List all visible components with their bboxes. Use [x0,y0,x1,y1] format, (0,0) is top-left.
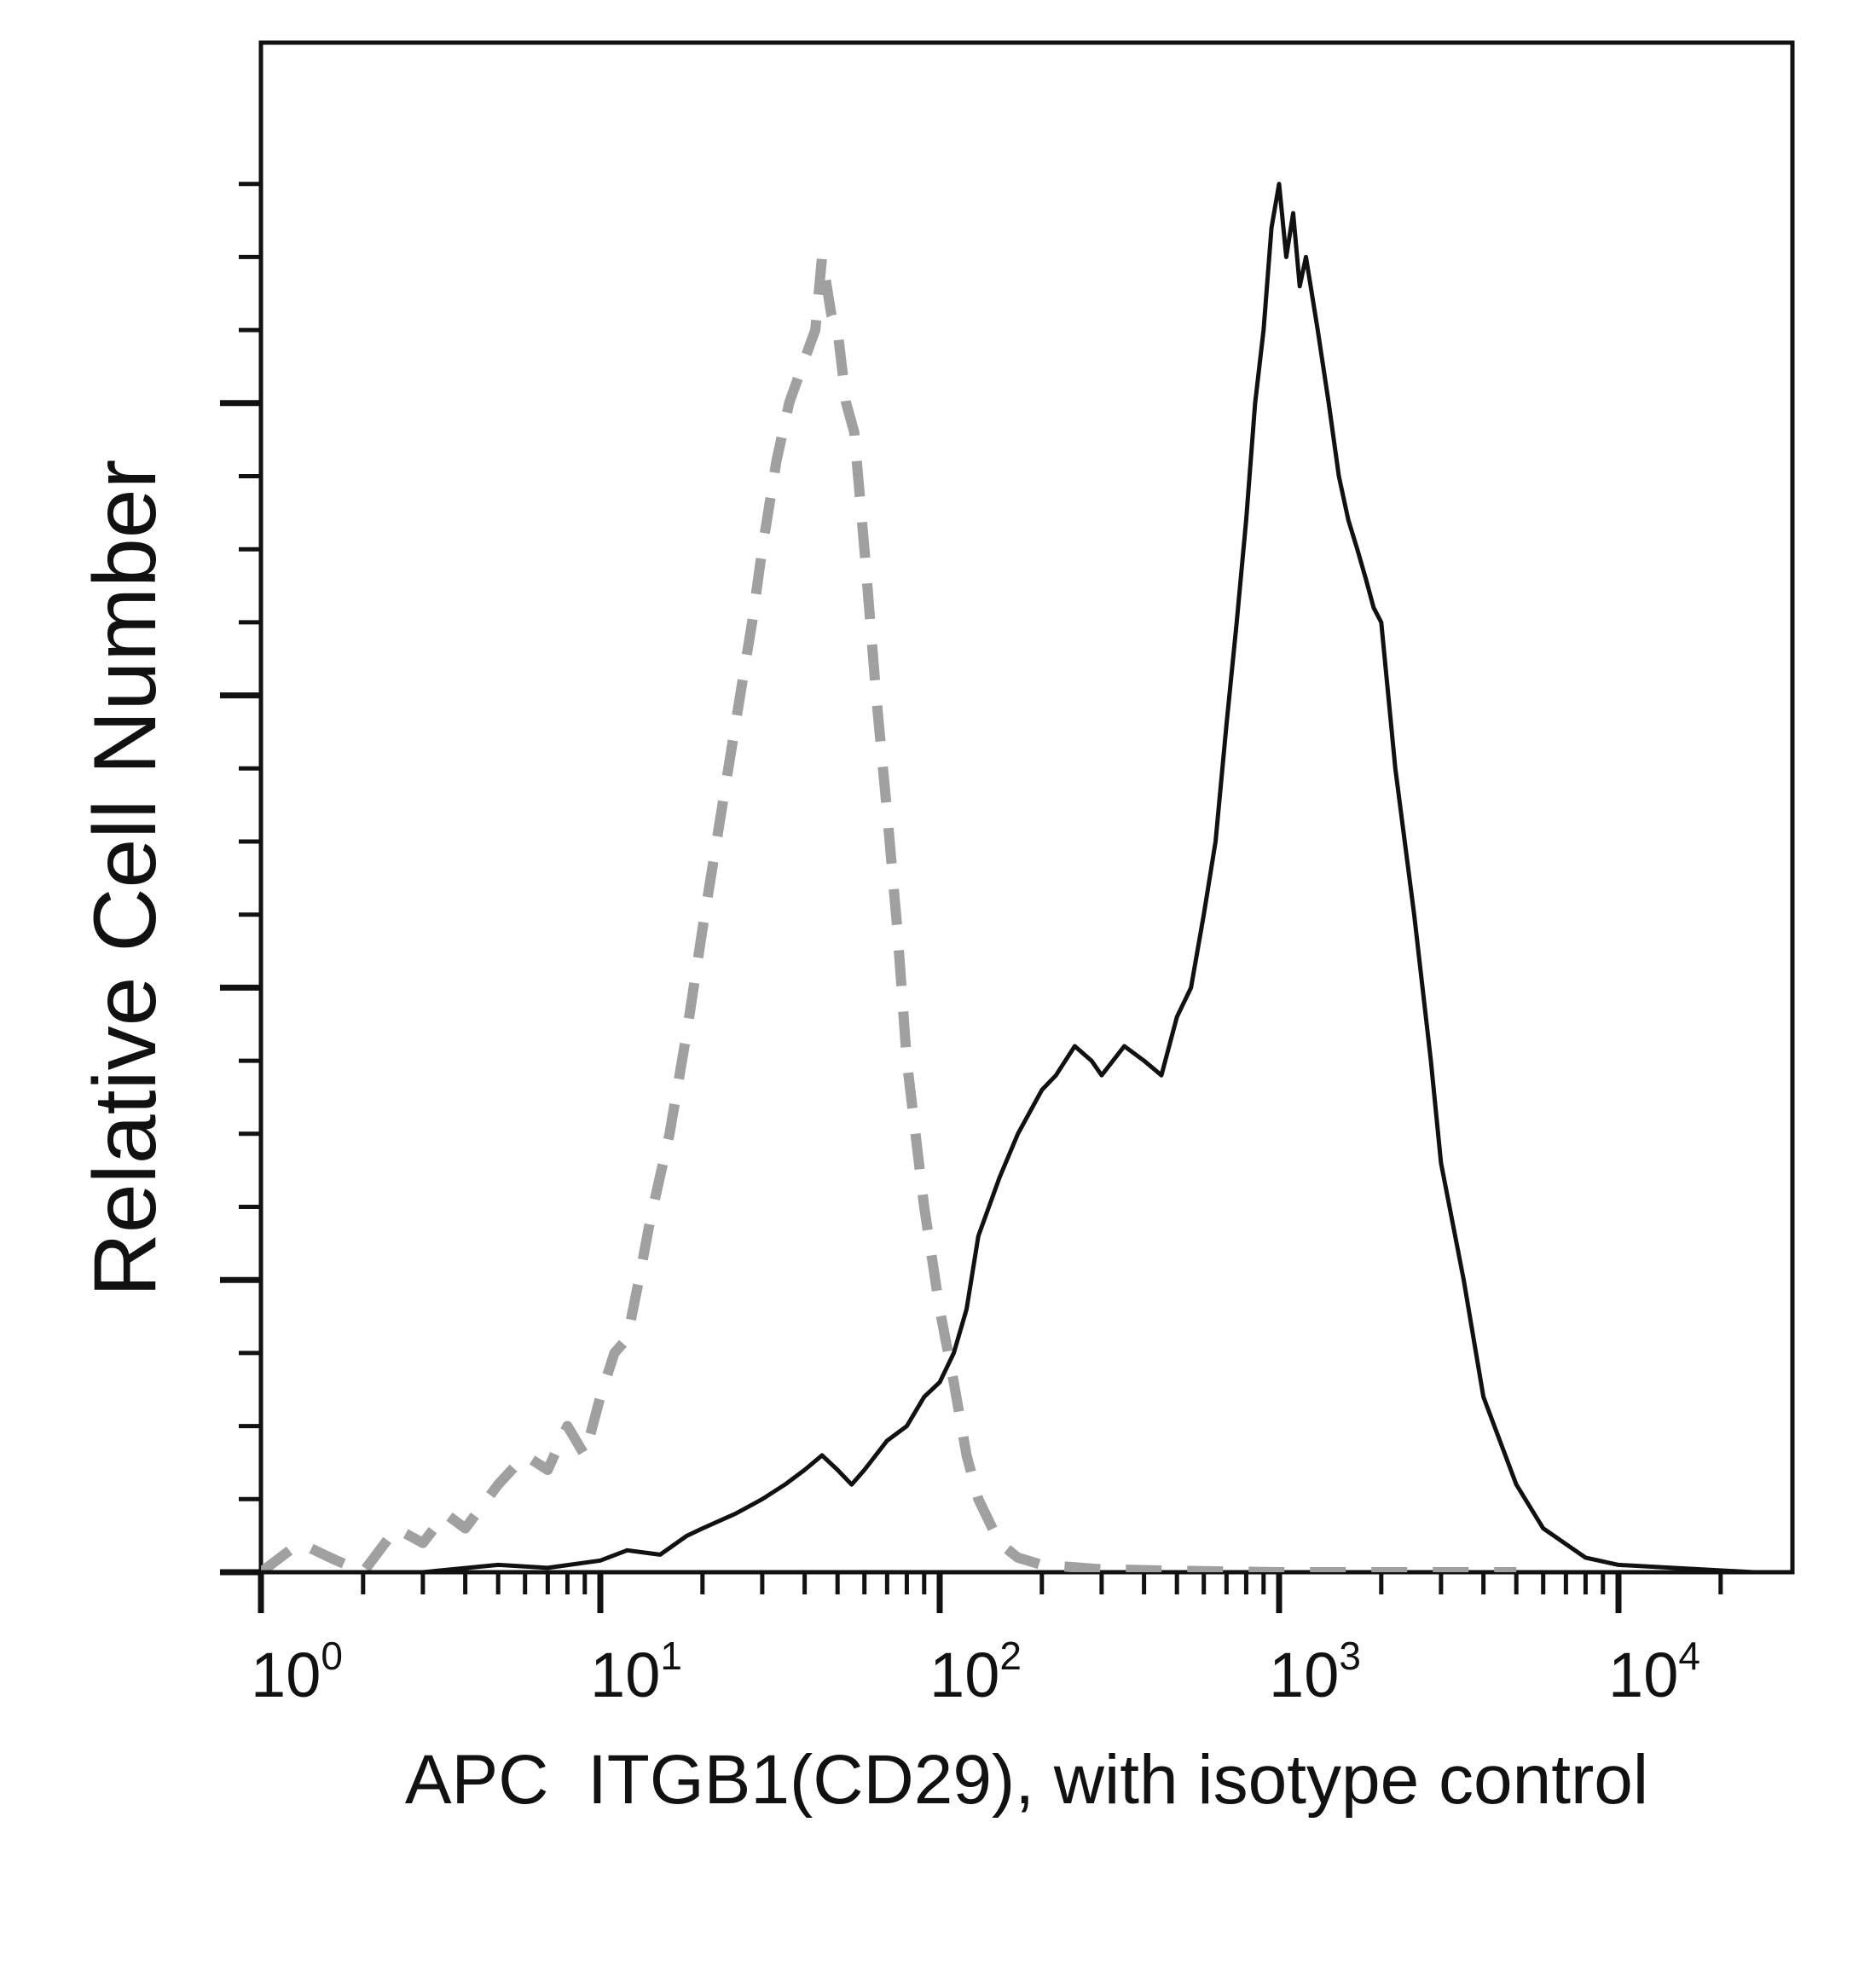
isotype-control-line [261,252,1517,1572]
x-tick-label: 100 [251,1634,343,1710]
x-tick-label: 103 [1269,1634,1361,1710]
x-tick-label: 104 [1608,1634,1700,1710]
x-axis-tick-labels: 100 101 102 103 104 [251,1634,1700,1710]
series-layer [261,182,1754,1572]
x-axis-label: APC ITGB1(CD29), with isotype control [405,1741,1648,1819]
itgb1-stain-line [261,182,1754,1572]
plot-frame [258,40,1795,1575]
y-axis-label: Relative Cell Number [76,460,175,1298]
x-tick-label: 101 [590,1634,682,1710]
x-tick-label: 102 [929,1634,1022,1710]
y-axis-ticks [220,182,261,1576]
x-axis-ticks [258,1572,1723,1613]
